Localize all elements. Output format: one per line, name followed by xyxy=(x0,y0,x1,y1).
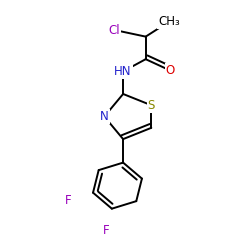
Text: S: S xyxy=(148,99,155,112)
Text: HN: HN xyxy=(114,65,132,78)
Text: Cl: Cl xyxy=(109,24,120,36)
Text: F: F xyxy=(102,224,109,237)
Text: CH₃: CH₃ xyxy=(158,15,180,28)
Text: O: O xyxy=(166,64,175,77)
Text: F: F xyxy=(65,194,71,207)
Text: N: N xyxy=(100,110,109,123)
